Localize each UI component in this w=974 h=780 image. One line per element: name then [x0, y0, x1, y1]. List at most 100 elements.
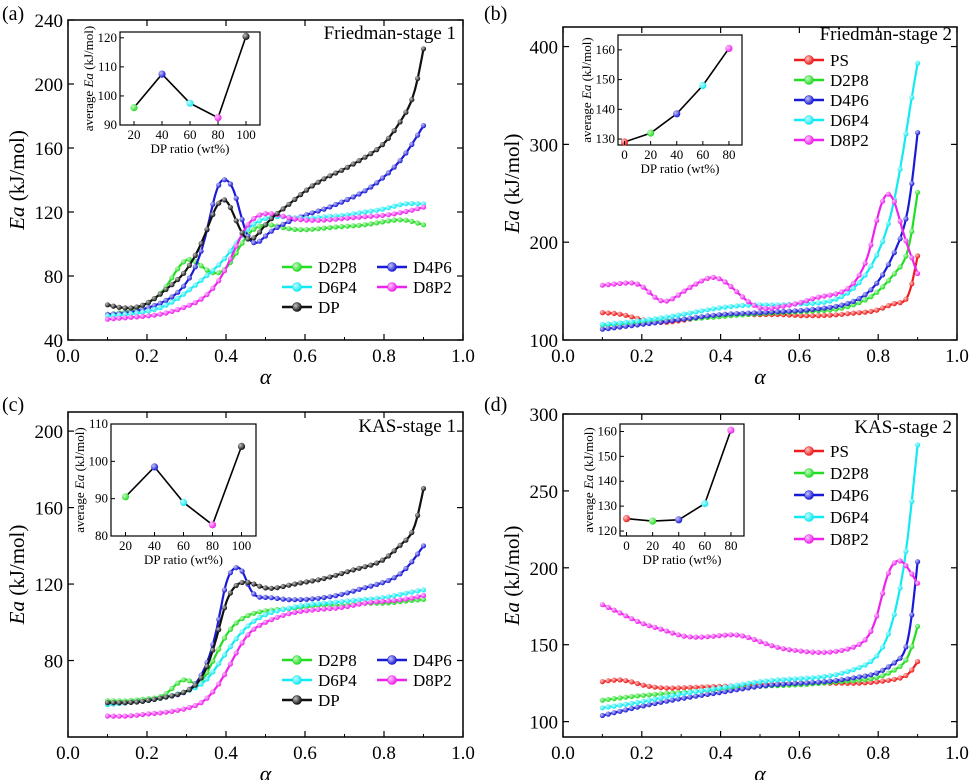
- data-point-d8p2: [391, 211, 397, 217]
- data-point-dp: [210, 647, 216, 653]
- x-tick-label: 0.8: [372, 743, 396, 764]
- data-point-d4p6: [623, 323, 629, 329]
- data-point-d8p2: [862, 260, 868, 266]
- inset-y-axis-label: average Ea (kJ/mol): [72, 427, 87, 532]
- data-point-ps: [862, 309, 868, 315]
- data-point-d4p6: [716, 690, 722, 696]
- inset-y-label-post: (kJ/mol): [81, 26, 96, 73]
- data-point-d8p2: [903, 563, 909, 569]
- legend-label-d4p6: D4P6: [413, 651, 452, 670]
- data-point-d4p6: [169, 294, 175, 300]
- data-point-ps: [798, 313, 804, 319]
- data-point-d4p6: [874, 670, 880, 676]
- data-point-d8p2: [780, 303, 786, 309]
- data-point-d6p4: [658, 695, 664, 701]
- data-point-dp: [356, 565, 362, 571]
- data-point-d6p4: [409, 200, 415, 207]
- inset-x-tick-label: 60: [696, 147, 709, 162]
- data-point-d2p8: [891, 667, 897, 673]
- data-point-d2p8: [186, 256, 192, 262]
- data-point-d4p6: [350, 588, 356, 594]
- data-point-dp: [251, 581, 257, 587]
- data-point-d2p8: [868, 294, 874, 300]
- data-point-d8p2: [687, 284, 693, 290]
- data-point-d4p6: [710, 312, 716, 318]
- inset-point-d8p2: [208, 521, 217, 529]
- y-tick-label: 80: [44, 652, 63, 673]
- data-point-d6p4: [763, 302, 769, 308]
- data-point-d8p2: [792, 301, 798, 307]
- data-point-dp: [368, 151, 374, 157]
- data-point-d2p8: [420, 222, 427, 228]
- data-point-d8p2: [374, 599, 380, 605]
- data-point-dp: [391, 128, 397, 134]
- data-point-dp: [169, 282, 175, 288]
- data-point-d2p8: [321, 225, 327, 231]
- data-point-d4p6: [804, 307, 810, 313]
- data-point-d4p6: [286, 597, 292, 603]
- data-point-d8p2: [397, 210, 403, 216]
- data-point-d8p2: [798, 648, 804, 654]
- y-axis-label-symbol: Ea: [5, 601, 29, 625]
- data-point-d8p2: [809, 649, 816, 655]
- data-point-d6p4: [833, 296, 839, 302]
- data-point-d4p6: [268, 595, 274, 601]
- data-point-d4p6: [298, 597, 304, 603]
- data-point-d8p2: [804, 649, 810, 655]
- data-point-d4p6: [617, 708, 623, 714]
- data-point-ps: [623, 678, 629, 684]
- data-point-d2p8: [257, 223, 263, 229]
- data-point-d4p6: [268, 228, 274, 234]
- data-point-d6p4: [739, 302, 746, 308]
- data-point-dp: [163, 286, 169, 292]
- data-point-d8p2: [344, 603, 350, 610]
- inset-point-d4p6: [675, 516, 683, 524]
- data-point-d6p4: [611, 320, 617, 326]
- legend-label-d2p8: D2P8: [318, 651, 357, 670]
- data-point-ps: [839, 311, 845, 317]
- data-point-d8p2: [792, 647, 798, 653]
- data-point-ps: [880, 678, 886, 684]
- x-tick-label: 0.4: [214, 743, 238, 764]
- data-point-d8p2: [868, 628, 874, 634]
- data-point-d6p4: [198, 681, 204, 687]
- data-point-d4p6: [885, 664, 892, 670]
- data-point-dp: [251, 235, 257, 241]
- data-point-d4p6: [629, 323, 635, 329]
- data-point-d8p2: [175, 307, 181, 313]
- data-point-d4p6: [181, 283, 187, 289]
- data-point-d6p4: [227, 248, 233, 254]
- data-point-d4p6: [699, 314, 705, 320]
- data-point-dp: [385, 135, 391, 141]
- data-point-d8p2: [397, 597, 403, 603]
- data-point-ps: [629, 679, 635, 685]
- inset-point-ps: [622, 515, 631, 523]
- data-point-d4p6: [251, 240, 257, 246]
- data-point-d4p6: [327, 594, 333, 600]
- inset-point-d2p8: [130, 104, 138, 112]
- data-point-ps: [815, 313, 822, 319]
- data-point-dp: [110, 700, 116, 706]
- data-point-d8p2: [675, 292, 681, 298]
- data-point-d8p2: [699, 634, 705, 640]
- data-point-dp: [268, 585, 274, 591]
- data-point-d8p2: [280, 612, 286, 618]
- data-point-d8p2: [909, 571, 915, 577]
- data-point-dp: [292, 196, 298, 202]
- data-point-dp: [186, 262, 192, 268]
- data-point-d2p8: [891, 271, 897, 277]
- data-point-d2p8: [897, 663, 903, 669]
- x-tick-label: 1.0: [451, 346, 475, 367]
- data-point-d4p6: [274, 224, 280, 230]
- x-tick-label: 1.0: [945, 346, 969, 367]
- data-point-d2p8: [634, 693, 641, 699]
- data-point-d8p2: [652, 624, 658, 631]
- data-point-d8p2: [134, 712, 140, 718]
- y-tick-label: 160: [35, 499, 64, 520]
- data-point-d2p8: [204, 267, 210, 273]
- data-point-d6p4: [681, 311, 687, 317]
- data-point-dp: [286, 201, 292, 207]
- inset-chart: 20 40 60 80 100 80 90 100 110 DP ratio (wt%) avera…: [72, 416, 257, 567]
- data-point-d2p8: [617, 695, 623, 701]
- data-point-d6p4: [821, 299, 827, 305]
